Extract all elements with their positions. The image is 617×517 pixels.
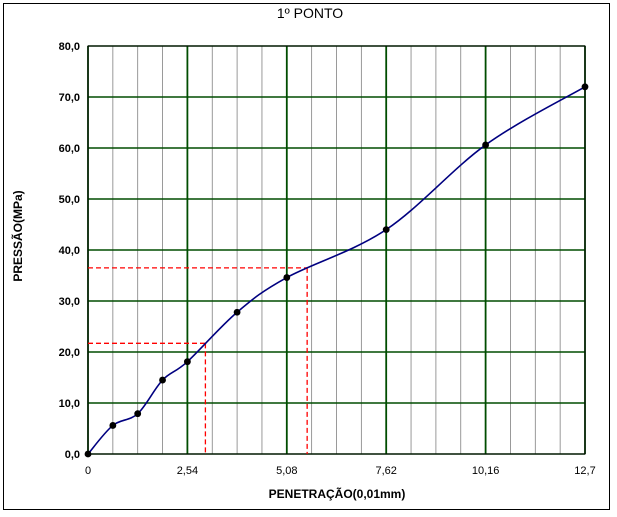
y-tick-label: 60,0 — [59, 143, 80, 155]
x-tick-label: 7,62 — [375, 465, 396, 477]
y-tick-label: 40,0 — [59, 245, 80, 257]
y-tick-label: 50,0 — [59, 194, 80, 206]
data-point — [382, 226, 390, 234]
y-tick-label: 20,0 — [59, 347, 80, 359]
x-tick-label: 5,08 — [276, 465, 297, 477]
data-point — [581, 83, 589, 91]
x-tick-labels: 0 2,54 5,08 7,62 10,16 12,7 — [85, 465, 596, 477]
data-point — [233, 308, 241, 316]
chart-frame — [3, 3, 610, 510]
data-point — [109, 422, 117, 429]
data-points — [84, 83, 589, 458]
x-tick-label: 12,7 — [574, 465, 595, 477]
x-tick-label: 10,16 — [472, 465, 500, 477]
plot-area-border — [87, 45, 586, 455]
y-tick-label: 0,0 — [65, 449, 80, 461]
y-tick-labels: 0,0 10,0 20,0 30,0 40,0 50,0 60,0 70,0 80,0 — [59, 41, 80, 461]
data-point — [283, 274, 291, 281]
x-tick-label: 2,54 — [177, 465, 198, 477]
y-tick-label: 80,0 — [59, 41, 80, 53]
reference-lines — [88, 267, 308, 454]
data-point — [134, 410, 142, 418]
data-point — [184, 358, 191, 366]
y-axis-label: PRESSÃO(MPa) — [10, 190, 25, 281]
x-tick-label: 0 — [85, 465, 91, 477]
y-tick-label: 70,0 — [59, 92, 80, 104]
data-point — [159, 376, 166, 384]
y-tick-label: 10,0 — [59, 398, 80, 410]
data-point — [84, 450, 92, 458]
data-point — [482, 141, 489, 149]
y-tick-label: 30,0 — [59, 296, 80, 308]
chart-title: 1º PONTO — [277, 5, 343, 21]
x-axis-label: PENETRAÇÃO(0,01mm) — [269, 486, 406, 501]
